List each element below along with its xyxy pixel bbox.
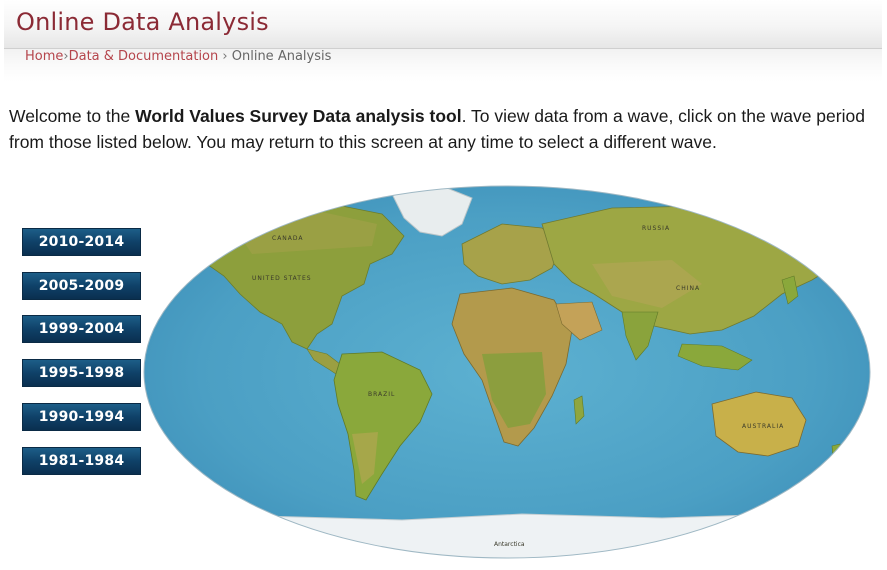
landmass-europe <box>461 223 563 285</box>
breadcrumb-bar: Home›Data & Documentation › Online Analy… <box>4 49 882 82</box>
breadcrumb-data-docs-link[interactable]: Data & Documentation <box>68 49 219 64</box>
world-map-svg: CANADA UNITED STATES BRAZIL RUSSIA CHINA… <box>143 185 871 559</box>
wave-button-2005-2009[interactable]: 2005-2009 <box>22 272 141 300</box>
wave-button-1981-1984[interactable]: 1981-1984 <box>22 447 141 475</box>
landmass-asia-shade <box>592 260 702 308</box>
wave-button-1990-1994[interactable]: 1990-1994 <box>22 403 141 431</box>
landmass-india <box>621 311 659 361</box>
wave-button-2010-2014[interactable]: 2010-2014 <box>22 228 141 256</box>
landmass-japan <box>781 275 799 305</box>
wave-button-1999-2004[interactable]: 1999-2004 <box>22 315 141 343</box>
landmass-new-zealand <box>831 443 843 471</box>
map-label-usa: UNITED STATES <box>252 275 312 282</box>
landmass-madagascar <box>573 395 585 425</box>
landmass-southeast-asia <box>677 343 753 371</box>
header-bar: Online Data Analysis <box>4 0 882 49</box>
world-map: CANADA UNITED STATES BRAZIL RUSSIA CHINA… <box>142 184 872 559</box>
breadcrumb-current: Online Analysis <box>231 49 332 64</box>
breadcrumb-separator: › <box>63 49 69 64</box>
intro-lead: Welcome to the <box>9 106 136 126</box>
landmass-australia <box>711 391 807 457</box>
map-border <box>143 185 871 559</box>
map-label-canada: CANADA <box>272 235 304 242</box>
landmass-africa-green <box>482 352 546 428</box>
wave-button-1995-1998[interactable]: 1995-1998 <box>22 359 141 387</box>
map-label-brazil: BRAZIL <box>368 391 395 398</box>
intro-rest: . To view data from a wave, click on the… <box>9 106 865 152</box>
map-label-antarctica: Antarctica <box>494 541 525 548</box>
map-label-russia: RUSSIA <box>642 225 670 232</box>
landmass-south-america-shade <box>352 432 378 484</box>
landmass-antarctica <box>144 513 870 558</box>
map-label-china: CHINA <box>676 285 700 292</box>
map-label-australia: AUSTRALIA <box>742 423 784 430</box>
breadcrumb: Home›Data & Documentation › Online Analy… <box>25 49 331 64</box>
landmass-arabia <box>555 301 603 341</box>
breadcrumb-separator: › <box>222 49 228 64</box>
intro-text: Welcome to the World Values Survey Data … <box>9 103 879 155</box>
breadcrumb-home-link[interactable]: Home <box>25 49 64 64</box>
page-title: Online Data Analysis <box>16 8 269 36</box>
intro-tool-name: World Values Survey Data analysis tool <box>135 106 462 126</box>
